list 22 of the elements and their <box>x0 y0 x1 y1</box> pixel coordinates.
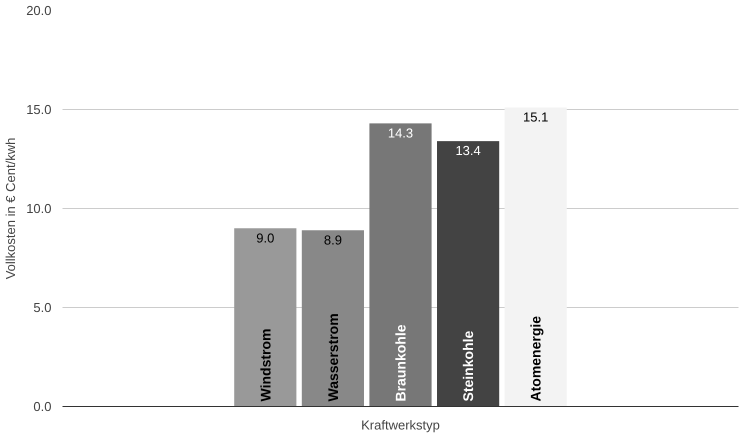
data-label: 14.3 <box>388 125 414 140</box>
bar <box>302 230 364 406</box>
y-tick-label: 0.0 <box>33 399 52 414</box>
series-label: Atomenergie <box>528 316 544 402</box>
y-tick-label: 15.0 <box>26 102 52 117</box>
y-tick-label: 10.0 <box>26 201 52 216</box>
y-tick-label: 20.0 <box>26 3 52 18</box>
series-label: Steinkohle <box>460 330 476 402</box>
bar <box>234 228 296 406</box>
bar <box>369 123 432 406</box>
data-label: 15.1 <box>523 110 548 125</box>
series-label: Windstrom <box>257 328 274 402</box>
y-axis-title: Vollkosten in € Cent/kwh <box>3 138 18 280</box>
series-label: Wasserstrom <box>324 313 341 402</box>
series-label: Braunkohle <box>392 324 408 402</box>
bar <box>504 108 567 406</box>
data-label: 13.4 <box>455 143 481 158</box>
y-tick-label: 5.0 <box>33 300 52 315</box>
data-label: 8.9 <box>324 232 342 248</box>
bar <box>437 141 500 406</box>
data-label: 9.0 <box>256 230 274 246</box>
x-axis-title: Kraftwerkstyp <box>361 418 440 432</box>
